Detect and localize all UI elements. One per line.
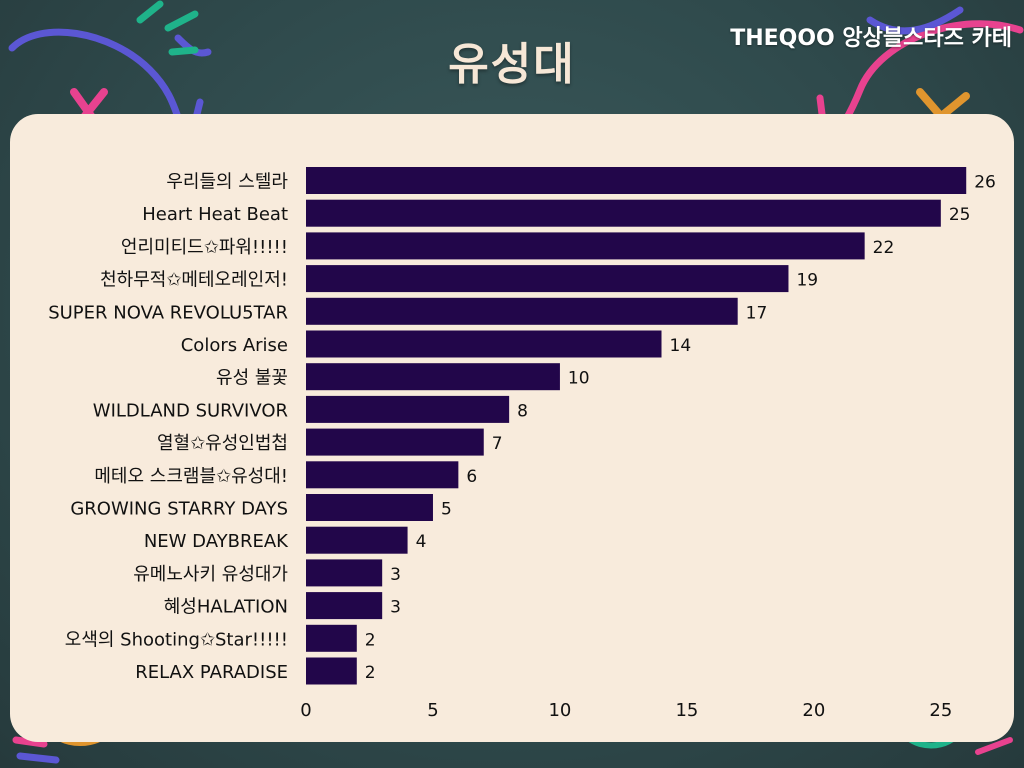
bar — [306, 395, 510, 423]
bar — [306, 428, 484, 456]
chart-title: 유성대 — [448, 39, 576, 90]
bar — [306, 461, 459, 489]
category-label: 천하무적✩메테오레인저! — [100, 270, 288, 291]
data-label: 2 — [365, 663, 376, 683]
data-label: 2 — [365, 630, 376, 650]
category-label: Heart Heat Beat — [142, 204, 288, 225]
bar — [306, 199, 941, 227]
data-label: 10 — [568, 369, 590, 389]
category-label: 유메노사키 유성대가 — [133, 564, 288, 585]
data-label: 3 — [390, 565, 401, 585]
category-label: RELAX PARADISE — [135, 662, 288, 683]
x-tick-label: 5 — [427, 700, 438, 721]
category-label: 혜성HALATION — [164, 597, 288, 618]
data-label: 4 — [416, 532, 427, 552]
category-label: NEW DAYBREAK — [144, 531, 289, 552]
x-tick-label: 20 — [802, 700, 825, 721]
data-label: 14 — [670, 336, 692, 356]
data-label: 8 — [517, 401, 528, 421]
data-label: 26 — [974, 173, 996, 193]
bar — [306, 232, 865, 260]
bar — [306, 624, 357, 652]
bar — [306, 265, 789, 293]
data-label: 19 — [796, 271, 818, 291]
category-label: 열혈✩유성인법첩 — [157, 433, 288, 454]
data-label: 7 — [492, 434, 503, 454]
data-label: 17 — [746, 303, 768, 323]
bar — [306, 363, 560, 391]
data-label: 6 — [466, 467, 477, 487]
data-label: 25 — [949, 205, 971, 225]
brand-label: THEQOO 앙상블스타즈 카테 — [730, 26, 1012, 51]
bar — [306, 526, 408, 554]
bar — [306, 559, 383, 587]
x-tick-label: 0 — [300, 700, 311, 721]
category-label: WILDLAND SURVIVOR — [93, 400, 288, 421]
category-label: 우리들의 스텔라 — [166, 172, 288, 193]
x-tick-label: 25 — [929, 700, 952, 721]
category-label: 유성 불꽃 — [216, 368, 288, 389]
category-label: SUPER NOVA REVOLU5TAR — [48, 302, 288, 323]
bar — [306, 657, 357, 685]
bar — [306, 592, 383, 620]
category-label: 오색의 Shooting✩Star!!!!! — [65, 629, 288, 650]
data-label: 5 — [441, 500, 452, 520]
bar — [306, 297, 738, 325]
x-tick-label: 15 — [675, 700, 698, 721]
bar — [306, 494, 433, 521]
category-label: Colors Arise — [181, 335, 288, 356]
data-label: 22 — [873, 238, 895, 258]
x-tick-label: 10 — [548, 700, 571, 721]
category-label: GROWING STARRY DAYS — [70, 499, 288, 520]
bar — [306, 330, 662, 358]
data-label: 3 — [390, 598, 401, 618]
category-label: 언리미티드✩파워!!!!! — [121, 237, 288, 258]
category-label: 메테오 스크램블✩유성대! — [94, 466, 288, 487]
bar — [306, 167, 967, 194]
